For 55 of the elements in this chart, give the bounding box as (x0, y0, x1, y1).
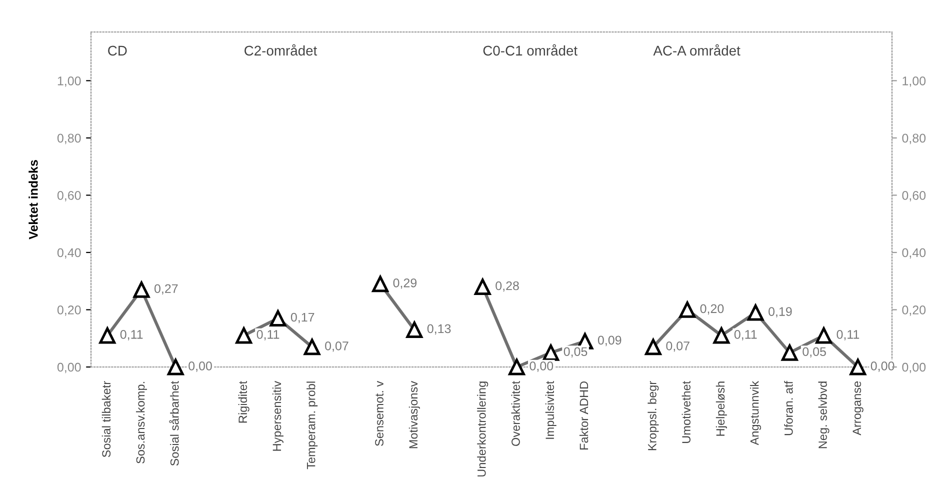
x-tick-label: Hypersensitiv (272, 380, 284, 451)
data-label: 0,27 (154, 284, 178, 295)
x-tick-label: Angstunnvik (750, 380, 762, 446)
y2-tick-label: 1,00 (902, 76, 926, 87)
data-label: 0,29 (393, 278, 417, 289)
data-label: 0,20 (700, 304, 724, 315)
x-tick-label: Uforan. atf (784, 380, 793, 436)
x-tick-label: Overaktivitet (511, 380, 520, 446)
data-label: 0,09 (598, 336, 622, 346)
x-tick-label: Sosial tilbaketr (102, 381, 111, 458)
y2-tick-label: 0,80 (902, 134, 926, 144)
x-tick-label: Rigiditet (238, 380, 250, 423)
y-tick-label: 0,80 (57, 134, 81, 144)
annotation: CD (108, 46, 127, 56)
data-label: 0,00 (530, 362, 554, 372)
data-label: 0,17 (290, 312, 314, 324)
data-label: 0,07 (666, 341, 690, 352)
y2-tick-label: 0,00 (902, 362, 926, 374)
data-label: 0,13 (427, 324, 451, 335)
y-tick-label: 0,00 (57, 362, 81, 374)
x-tick-label: Arroganse (852, 381, 864, 436)
x-tick-label: Sensemot. v (375, 380, 384, 446)
data-label: 0,11 (734, 330, 757, 340)
annotation: C2-området (244, 44, 318, 56)
annotation: C0-C1 området (483, 44, 578, 56)
data-label: 0,07 (325, 341, 348, 352)
y2-tick-label: 0,60 (902, 191, 926, 202)
x-tick-label: Sos.ansv.komp. (136, 382, 147, 464)
x-tick-label: Kroppsl. begr (648, 381, 659, 450)
data-label: 0,11 (256, 330, 280, 340)
data-label: 0,00 (188, 362, 212, 372)
x-tick-label: Impulsivitet (545, 380, 556, 439)
y-tick-label: 1,00 (58, 76, 81, 87)
data-label: 0,11 (836, 330, 860, 340)
data-label: 0,11 (120, 330, 143, 340)
x-tick-label: Faktor ADHD (579, 381, 588, 450)
x-tick-label: Neg. selvbvd (818, 382, 830, 448)
y-axis-title: Vektet indeks (28, 160, 38, 240)
y2-tick-label: 0,20 (902, 306, 926, 316)
data-label: 0,00 (870, 362, 894, 372)
data-label: 0,19 (768, 307, 792, 318)
data-label: 0,05 (802, 347, 826, 358)
x-tick-label: Motivasjonsv (408, 380, 420, 448)
data-label: 0,28 (496, 281, 519, 292)
y-tick-label: 0,60 (57, 191, 81, 202)
y-tick-label: 0,40 (57, 248, 81, 259)
x-tick-label: Temperam. probl (306, 382, 318, 470)
x-tick-label: Underkontrollering (477, 382, 488, 476)
y2-tick-label: 0,40 (902, 248, 926, 259)
data-label: 0,05 (564, 347, 588, 358)
y-tick-label: 0,20 (57, 306, 81, 316)
x-tick-label: Hjelpeløsh (716, 382, 727, 436)
x-tick-label: Sosial sårbarhet (169, 380, 179, 466)
x-tick-label: Umotivethet (682, 380, 690, 443)
annotation: AC-A området (653, 44, 740, 56)
